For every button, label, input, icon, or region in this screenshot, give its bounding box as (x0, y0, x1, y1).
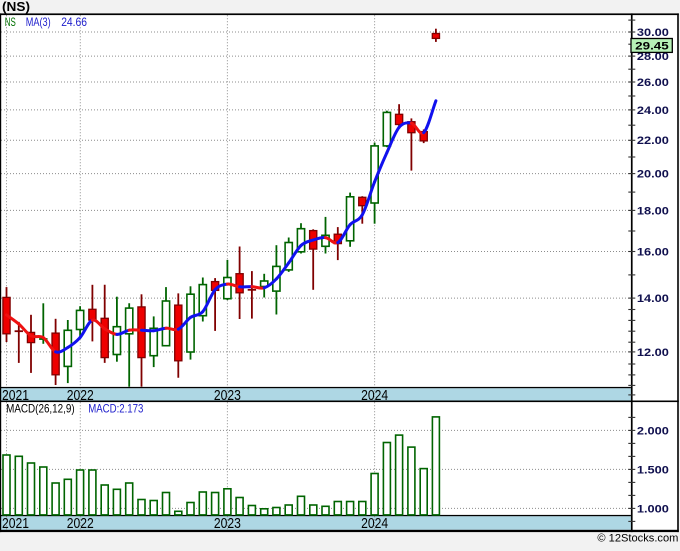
svg-text:1.000: 1.000 (637, 503, 669, 515)
svg-text:2022: 2022 (67, 516, 94, 532)
svg-text:12.00: 12.00 (637, 347, 669, 359)
svg-text:MA(3): MA(3) (26, 15, 51, 29)
svg-text:28.00: 28.00 (637, 51, 669, 63)
svg-text:20.00: 20.00 (637, 168, 669, 180)
svg-text:2024: 2024 (361, 516, 388, 532)
svg-text:24.00: 24.00 (637, 105, 669, 117)
svg-text:18.00: 18.00 (637, 205, 669, 217)
svg-text:26.00: 26.00 (637, 77, 669, 89)
svg-text:MACD:2.173: MACD:2.173 (88, 402, 143, 416)
svg-text:2023: 2023 (214, 388, 241, 404)
svg-text:14.00: 14.00 (637, 293, 669, 305)
svg-text:2021: 2021 (2, 388, 29, 404)
svg-text:24.66: 24.66 (61, 15, 87, 29)
svg-text:30.00: 30.00 (637, 27, 669, 39)
svg-text:2022: 2022 (67, 388, 94, 404)
svg-text:NS: NS (5, 15, 16, 29)
svg-text:2021: 2021 (2, 516, 29, 532)
svg-text:22.00: 22.00 (637, 135, 669, 147)
svg-text:(NS): (NS) (2, 0, 30, 14)
svg-text:16.00: 16.00 (637, 246, 669, 258)
svg-text:© 12Stocks.com: © 12Stocks.com (597, 532, 678, 544)
svg-text:2.000: 2.000 (637, 425, 669, 437)
svg-text:29.45: 29.45 (635, 41, 669, 53)
svg-text:2023: 2023 (214, 516, 241, 532)
svg-text:MACD(26,12,9): MACD(26,12,9) (6, 402, 75, 416)
svg-text:2024: 2024 (361, 388, 388, 404)
svg-text:1.500: 1.500 (637, 464, 669, 476)
